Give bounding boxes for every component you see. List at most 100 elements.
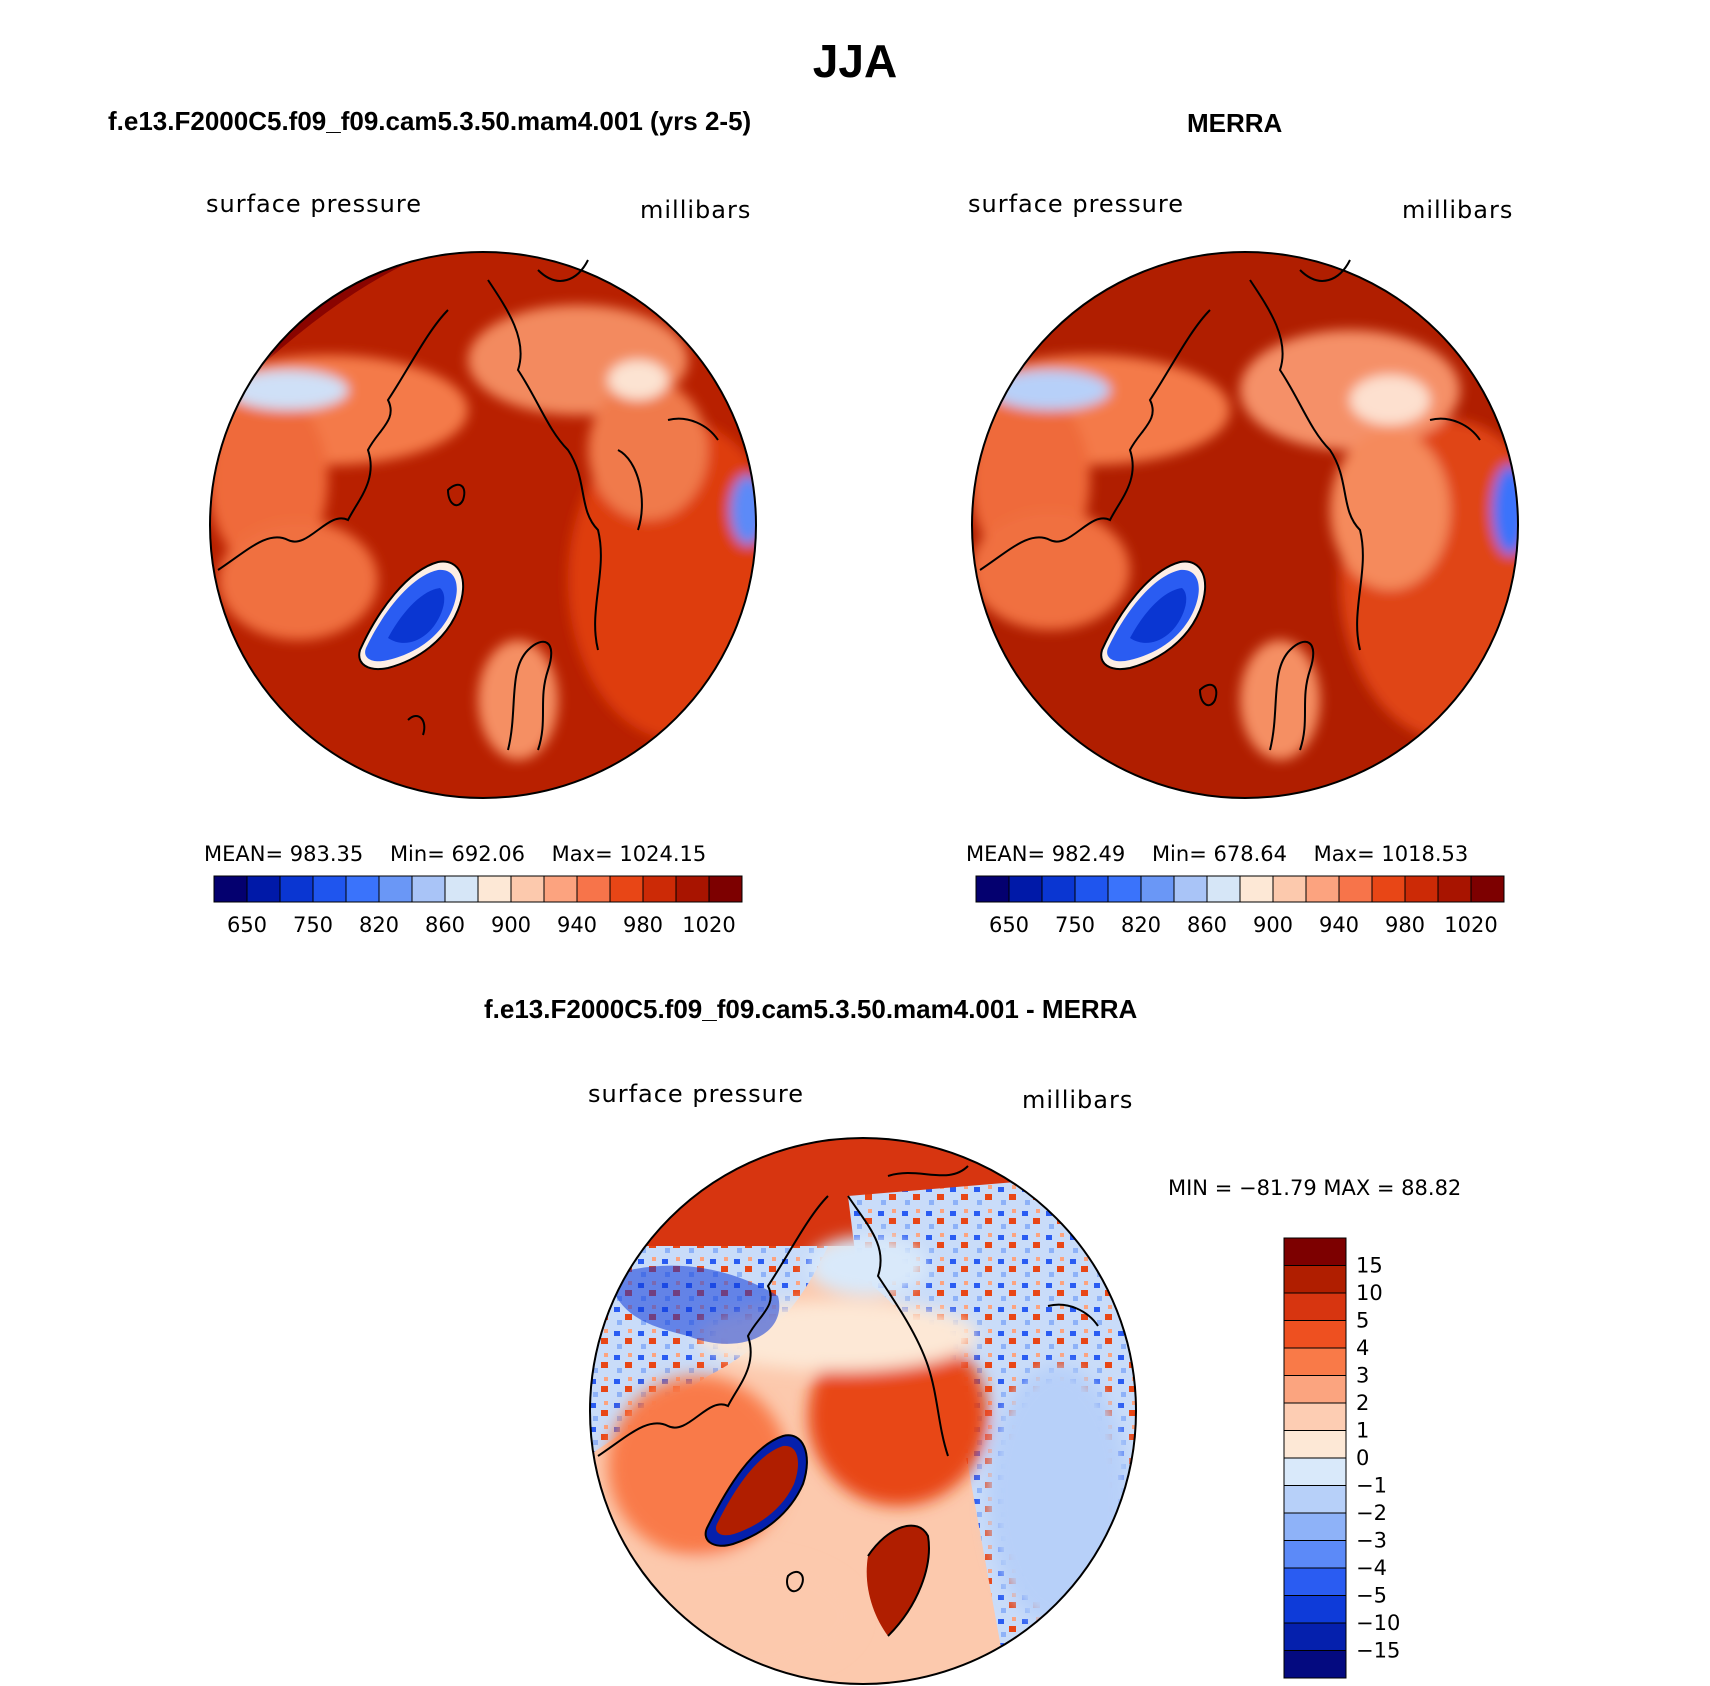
panel-2-max-label: Max=	[1313, 842, 1375, 866]
panel-3-min-max: MIN = −81.79 MAX = 88.82	[1168, 1176, 1462, 1200]
panel-3-colorbar-tick-label: −2	[1356, 1501, 1387, 1525]
panel-1-min-label: Min=	[389, 842, 445, 866]
panel-1-colorbar-swatch	[675, 875, 710, 903]
panel-1-polar-map	[209, 251, 757, 799]
panel-1-colorbar-swatch	[213, 875, 248, 903]
panel-1-max-label: Max=	[551, 842, 613, 866]
panel-3-colorbar-tick-label: 1	[1356, 1419, 1369, 1443]
panel-3-colorbar-tick-label: −4	[1356, 1556, 1387, 1580]
panel-1-colorbar-swatch	[543, 875, 578, 903]
panel-1-colorbar-tick-label: 1020	[682, 913, 735, 937]
panel-1-colorbar-swatch	[444, 875, 479, 903]
panel-3-colorbar-tick-label: 10	[1356, 1281, 1383, 1305]
panel-2-colorbar: 650 750 820 860 900 940 980 1020	[975, 875, 1505, 937]
panel-1-colorbar-tick-label: 900	[491, 913, 531, 937]
panel-3-colorbar-swatch	[1283, 1512, 1347, 1541]
panel-2-colorbar-tick-label: 860	[1187, 913, 1227, 937]
panel-3-colorbar-swatch	[1283, 1650, 1347, 1679]
panel-3-colorbar-swatch	[1283, 1457, 1347, 1486]
panel-2-stats: MEAN= 982.49 Min= 678.64 Max= 1018.53	[966, 842, 1468, 866]
figure-title: JJA	[812, 35, 898, 87]
panel-2-colorbar-swatch	[1404, 875, 1439, 903]
panel-2-colorbar-swatch	[1074, 875, 1109, 903]
panel-1-colorbar-tick-label: 650	[227, 913, 267, 937]
panel-2-colorbar-tick-label: 820	[1121, 913, 1161, 937]
panel-2-colorbar-tick-label: 1020	[1444, 913, 1497, 937]
panel-3-colorbar-swatch	[1283, 1375, 1347, 1404]
panel-3-colorbar-swatch	[1283, 1430, 1347, 1459]
panel-2-colorbar-swatch	[1470, 875, 1505, 903]
panel-2-mean-label: MEAN=	[966, 842, 1046, 866]
panel-2-colorbar-swatch	[1371, 875, 1406, 903]
panel-1-colorbar-tick-label: 750	[293, 913, 333, 937]
panel-1-colorbar-tick-label: 980	[623, 913, 663, 937]
panel-1-colorbar-swatch	[477, 875, 512, 903]
panel-3-units: millibars	[1022, 1086, 1134, 1114]
panel-3-colorbar-tick-label: −3	[1356, 1529, 1387, 1553]
panel-2-colorbar-swatch	[1041, 875, 1076, 903]
panel-2-colorbar-swatch	[1173, 875, 1208, 903]
panel-3-colorbar-tick-label: 3	[1356, 1364, 1369, 1388]
panel-1-colorbar-swatch	[510, 875, 545, 903]
panel-2-colorbar-swatch	[1239, 875, 1274, 903]
panel-1-min-value: 692.06	[451, 842, 525, 866]
panel-1-colorbar-swatch	[576, 875, 611, 903]
panel-1-colorbar-swatch	[279, 875, 314, 903]
panel-2-colorbar-tick-label: 940	[1319, 913, 1359, 937]
panel-1-mean-value: 983.35	[289, 842, 364, 866]
panel-2-heading: MERRA	[1187, 108, 1283, 138]
panel-2-colorbar-swatch	[1107, 875, 1142, 903]
panel-3-colorbar-tick-label: 2	[1356, 1391, 1369, 1415]
panel-1-colorbar-swatch	[708, 875, 743, 903]
panel-1-colorbar-tick-label: 860	[425, 913, 465, 937]
panel-2-colorbar-swatch	[1008, 875, 1043, 903]
panel-2-polar-map	[971, 251, 1519, 799]
panel-2-colorbar-swatch	[1305, 875, 1340, 903]
panel-3-colorbar-swatch	[1283, 1265, 1347, 1294]
panel-1-units: millibars	[640, 196, 752, 224]
panel-2-colorbar-tick-label: 750	[1055, 913, 1095, 937]
panel-2-units: millibars	[1402, 196, 1514, 224]
panel-3-colorbar-swatch	[1283, 1292, 1347, 1321]
panel-1-max-value: 1024.15	[619, 842, 707, 866]
panel-2-colorbar-tick-label: 980	[1385, 913, 1425, 937]
panel-2-colorbar-swatch	[1140, 875, 1175, 903]
panel-1-colorbar-swatch	[411, 875, 446, 903]
panel-1-variable: surface pressure	[206, 190, 422, 218]
panel-3-colorbar-tick-label: −5	[1356, 1584, 1387, 1608]
panel-3-heading: f.e13.F2000C5.f09_f09.cam5.3.50.mam4.001…	[484, 994, 1138, 1024]
panel-3-colorbar-tick-label: −10	[1356, 1611, 1400, 1635]
panel-3-colorbar-swatch	[1283, 1622, 1347, 1651]
panel-3-polar-map	[589, 1137, 1137, 1685]
panel-3-colorbar-tick-label: −1	[1356, 1474, 1387, 1498]
panel-1-colorbar-swatch	[246, 875, 281, 903]
panel-3-colorbar-swatch	[1283, 1237, 1347, 1266]
panel-1-colorbar-swatch	[642, 875, 677, 903]
panel-3-colorbar-swatch	[1283, 1567, 1347, 1596]
panel-2-variable: surface pressure	[968, 190, 1184, 218]
panel-3-colorbar-swatch	[1283, 1540, 1347, 1569]
panel-3-colorbar-tick-label: −15	[1356, 1639, 1400, 1663]
panel-1-colorbar-swatch	[609, 875, 644, 903]
panel-2-max-value: 1018.53	[1381, 842, 1469, 866]
panel-2-colorbar-swatch	[1272, 875, 1307, 903]
panel-1-stats: MEAN= 983.35 Min= 692.06 Max= 1024.15	[204, 842, 706, 866]
panel-3-variable: surface pressure	[588, 1080, 804, 1108]
panel-1-colorbar-swatch	[378, 875, 413, 903]
panel-2-colorbar-swatch	[975, 875, 1010, 903]
panel-3-colorbar-tick-label: 0	[1356, 1446, 1369, 1470]
panel-2-colorbar-tick-label: 900	[1253, 913, 1293, 937]
panel-3-colorbar-swatch	[1283, 1347, 1347, 1376]
panel-3-colorbar-tick-label: 4	[1356, 1336, 1369, 1360]
panel-2-min-label: Min=	[1151, 842, 1207, 866]
panel-3-colorbar-swatch	[1283, 1485, 1347, 1514]
panel-1-colorbar-swatch	[345, 875, 380, 903]
panel-1-colorbar-tick-label: 820	[359, 913, 399, 937]
panel-2-colorbar-tick-label: 650	[989, 913, 1029, 937]
panel-3-colorbar-swatch	[1283, 1595, 1347, 1624]
panel-1-mean-label: MEAN=	[204, 842, 284, 866]
panel-2-colorbar-swatch	[1437, 875, 1472, 903]
panel-1-colorbar-tick-label: 940	[557, 913, 597, 937]
panel-2-min-value: 678.64	[1213, 842, 1287, 866]
